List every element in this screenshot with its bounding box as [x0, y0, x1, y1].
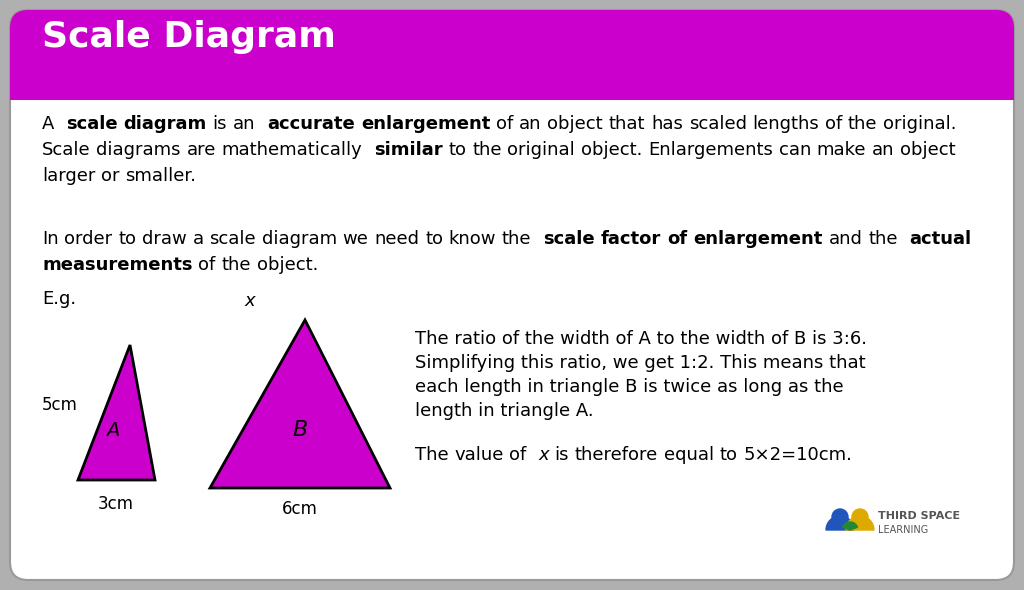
Text: diagram: diagram — [262, 230, 337, 248]
Text: object: object — [900, 141, 955, 159]
Text: equal: equal — [664, 446, 714, 464]
Text: original: original — [507, 141, 575, 159]
Text: that: that — [608, 115, 645, 133]
Text: a: a — [193, 230, 204, 248]
Text: THIRD SPACE: THIRD SPACE — [878, 511, 961, 521]
Text: the: the — [472, 141, 502, 159]
Text: 3cm: 3cm — [98, 495, 134, 513]
Text: accurate: accurate — [267, 115, 354, 133]
Text: Simplifying this ratio, we get 1:2. This means that: Simplifying this ratio, we get 1:2. This… — [415, 354, 865, 372]
Text: object.: object. — [581, 141, 642, 159]
Text: the: the — [848, 115, 878, 133]
Text: can: can — [778, 141, 811, 159]
Text: diagrams: diagrams — [96, 141, 181, 159]
Text: is: is — [555, 446, 569, 464]
Text: enlargement: enlargement — [693, 230, 823, 248]
Text: or: or — [101, 167, 120, 185]
Wedge shape — [826, 516, 854, 530]
Text: an: an — [872, 141, 895, 159]
Text: object.: object. — [256, 256, 317, 274]
Text: to: to — [425, 230, 443, 248]
Wedge shape — [846, 516, 874, 530]
Polygon shape — [78, 345, 155, 480]
Text: value: value — [455, 446, 504, 464]
Text: The: The — [415, 446, 449, 464]
Text: Enlargements: Enlargements — [648, 141, 773, 159]
Text: scale: scale — [543, 230, 595, 248]
Text: E.g.: E.g. — [42, 290, 76, 308]
Text: diagram: diagram — [124, 115, 207, 133]
Text: the: the — [868, 230, 898, 248]
Text: length in triangle A.: length in triangle A. — [415, 402, 594, 420]
Text: 5cm: 5cm — [42, 396, 78, 414]
Text: A: A — [42, 115, 54, 133]
Text: to: to — [118, 230, 136, 248]
FancyBboxPatch shape — [10, 10, 1014, 100]
Text: larger: larger — [42, 167, 95, 185]
Text: In: In — [42, 230, 58, 248]
Text: order: order — [65, 230, 113, 248]
Text: know: know — [449, 230, 497, 248]
Text: make: make — [817, 141, 866, 159]
Text: therefore: therefore — [574, 446, 658, 464]
Text: to: to — [449, 141, 466, 159]
Text: each length in triangle B is twice as long as the: each length in triangle B is twice as lo… — [415, 378, 844, 396]
Wedge shape — [843, 522, 857, 530]
Text: and: and — [828, 230, 863, 248]
Text: to: to — [720, 446, 737, 464]
Text: smaller.: smaller. — [125, 167, 197, 185]
Text: scaled: scaled — [688, 115, 746, 133]
Text: 6cm: 6cm — [282, 500, 317, 518]
Text: of: of — [496, 115, 513, 133]
Text: object: object — [548, 115, 603, 133]
Text: of: of — [199, 256, 215, 274]
Text: factor: factor — [601, 230, 662, 248]
Text: x: x — [245, 292, 255, 310]
Text: scale: scale — [209, 230, 256, 248]
Text: actual: actual — [909, 230, 972, 248]
Bar — [10, 72, 1014, 100]
Text: the: the — [502, 230, 531, 248]
Polygon shape — [210, 320, 390, 488]
Text: B: B — [293, 420, 307, 440]
Text: has: has — [651, 115, 683, 133]
Text: need: need — [374, 230, 419, 248]
Text: Scale: Scale — [42, 141, 91, 159]
Text: the: the — [221, 256, 251, 274]
Text: of: of — [668, 230, 687, 248]
Text: an: an — [233, 115, 256, 133]
Text: A: A — [106, 421, 120, 440]
Text: Scale Diagram: Scale Diagram — [42, 20, 336, 54]
Text: enlargement: enlargement — [361, 115, 490, 133]
Text: LEARNING: LEARNING — [878, 525, 928, 535]
Text: an: an — [519, 115, 542, 133]
Circle shape — [852, 509, 868, 525]
FancyBboxPatch shape — [10, 10, 1014, 580]
Text: draw: draw — [142, 230, 186, 248]
Text: are: are — [186, 141, 216, 159]
Text: mathematically: mathematically — [222, 141, 362, 159]
Text: we: we — [343, 230, 369, 248]
Text: similar: similar — [374, 141, 442, 159]
Text: 5×2=10cm.: 5×2=10cm. — [743, 446, 852, 464]
Text: The ratio of the width of A to the width of B is 3:6.: The ratio of the width of A to the width… — [415, 330, 867, 348]
Text: measurements: measurements — [42, 256, 193, 274]
Text: original.: original. — [883, 115, 956, 133]
Text: of: of — [510, 446, 526, 464]
Circle shape — [831, 509, 848, 525]
Text: of: of — [825, 115, 842, 133]
Text: is: is — [213, 115, 227, 133]
Text: lengths: lengths — [753, 115, 819, 133]
Text: scale: scale — [66, 115, 118, 133]
Text: x: x — [539, 446, 549, 464]
